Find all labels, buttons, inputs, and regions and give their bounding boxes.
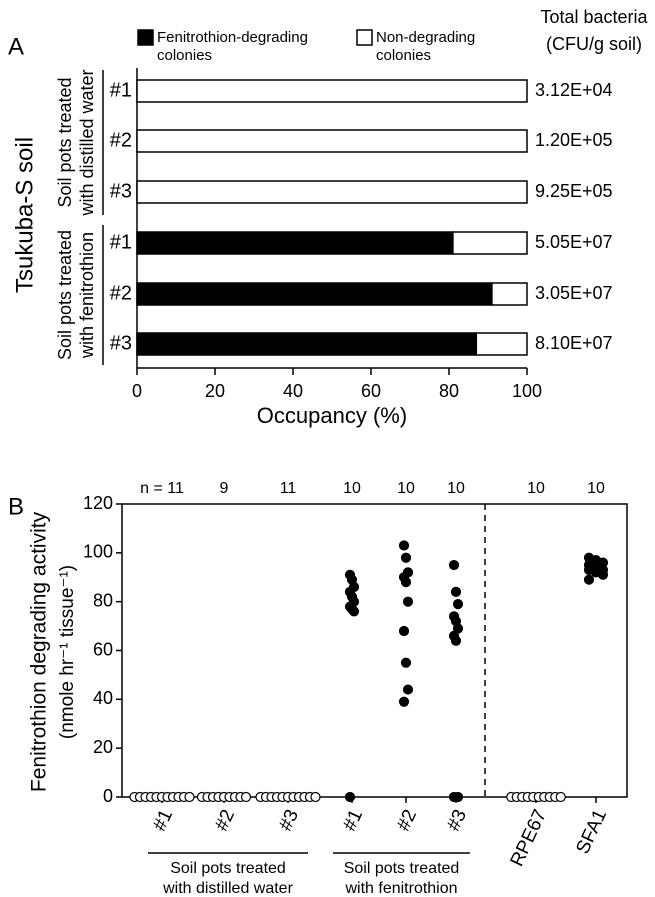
n-label: 10	[587, 480, 605, 497]
x-tick-label: #1	[149, 806, 177, 834]
row-label: #1	[110, 231, 132, 253]
x-axis-label: Occupancy (%)	[257, 403, 407, 428]
data-point	[184, 791, 195, 803]
y-axis-label: (nmole hr⁻¹ tissue⁻¹)	[57, 565, 78, 739]
data-point	[583, 574, 595, 585]
data-point	[402, 684, 414, 695]
x-tick-label: #2	[393, 806, 421, 834]
group-label: Soil pots treated	[170, 860, 286, 877]
x-tick-label: 0	[132, 381, 142, 401]
row-label: #3	[110, 332, 132, 354]
x-tick-label: #3	[275, 806, 303, 834]
data-point	[240, 791, 252, 803]
x-tick-label: RPE67	[507, 806, 551, 869]
data-point	[400, 552, 412, 563]
group-label: Soil pots treated	[344, 860, 460, 877]
data-point	[310, 791, 321, 803]
data-point	[448, 559, 460, 571]
y-tick-label: 20	[93, 737, 113, 757]
bar-segment	[136, 79, 528, 103]
data-point	[448, 791, 460, 803]
data-point	[348, 606, 360, 617]
group-label: with fenitrothion	[344, 880, 457, 897]
total-label: 3.12E+04	[535, 80, 613, 100]
bar-segment	[475, 332, 528, 356]
x-tick-label: #3	[443, 806, 471, 834]
data-point	[398, 625, 410, 637]
y-tick-label: 0	[103, 786, 113, 806]
bar-segment	[136, 231, 454, 255]
y-tick-label: 100	[83, 542, 113, 562]
x-tick-label: SFA1	[572, 806, 611, 857]
data-point	[344, 791, 356, 803]
row-label: #3	[110, 180, 132, 202]
total-header: Total bacteria	[540, 7, 648, 27]
bar-segment	[136, 282, 493, 306]
total-label: 9.25E+05	[535, 181, 613, 201]
group-label: Soil pots treated	[55, 230, 75, 360]
x-tick-label: 60	[361, 381, 381, 401]
y-tick-label: 40	[93, 688, 113, 708]
panel-letter: B	[8, 493, 24, 520]
total-label: 8.10E+07	[535, 333, 613, 353]
data-point	[398, 540, 410, 551]
legend-label: Non-degrading colonies	[376, 29, 475, 64]
total-label: 5.05E+07	[535, 232, 613, 252]
x-tick-label: #2	[211, 806, 239, 834]
total-header: (CFU/g soil)	[546, 34, 642, 54]
n-label: 10	[447, 480, 465, 497]
row-label: #2	[110, 129, 132, 151]
group-label: with distilled water	[77, 69, 97, 216]
n-label: 11	[280, 480, 297, 497]
plot-frame	[121, 503, 628, 798]
data-point	[597, 569, 609, 580]
bar-segment	[491, 282, 528, 306]
data-point	[452, 599, 464, 610]
n-label: 10	[343, 480, 361, 497]
data-point	[555, 791, 566, 803]
bar-segment	[136, 129, 528, 153]
total-label: 3.05E+07	[535, 283, 613, 303]
x-tick-label: 40	[283, 381, 303, 401]
bar-segment	[136, 332, 478, 356]
data-point	[400, 657, 412, 668]
total-label: 1.20E+05	[535, 130, 613, 150]
n-label: 9	[220, 480, 229, 497]
data-point	[400, 577, 412, 588]
legend-label: Fenitrothion-degrading colonies	[157, 29, 308, 64]
x-tick-label: 20	[205, 381, 225, 401]
row-label: #2	[110, 282, 132, 304]
x-tick-label: #1	[339, 806, 367, 834]
data-point	[450, 635, 462, 646]
x-tick-label: 80	[439, 381, 459, 401]
data-point	[398, 696, 410, 707]
n-label: 10	[527, 480, 545, 497]
group-label: with fenitrothion	[77, 232, 97, 359]
y-tick-label: 120	[83, 493, 113, 513]
bar-segment	[136, 180, 528, 204]
bar-segment	[452, 231, 528, 255]
chart-title: Tsukuba-S soil	[11, 137, 38, 293]
n-label: 10	[397, 480, 415, 497]
x-tick-label: 100	[512, 381, 542, 401]
data-point	[402, 596, 414, 607]
legend-swatch	[356, 29, 373, 46]
panel-letter: A	[8, 33, 24, 60]
y-tick-label: 80	[93, 590, 113, 610]
group-label: Soil pots treated	[55, 77, 75, 207]
y-axis-label: Fenitrothion degrading activity	[28, 511, 51, 792]
data-point	[450, 586, 462, 598]
group-label: with distilled water	[162, 880, 294, 897]
legend-swatch	[137, 29, 154, 46]
y-tick-label: 60	[93, 639, 113, 659]
n-label: n = 11	[140, 480, 184, 497]
row-label: #1	[110, 79, 132, 101]
